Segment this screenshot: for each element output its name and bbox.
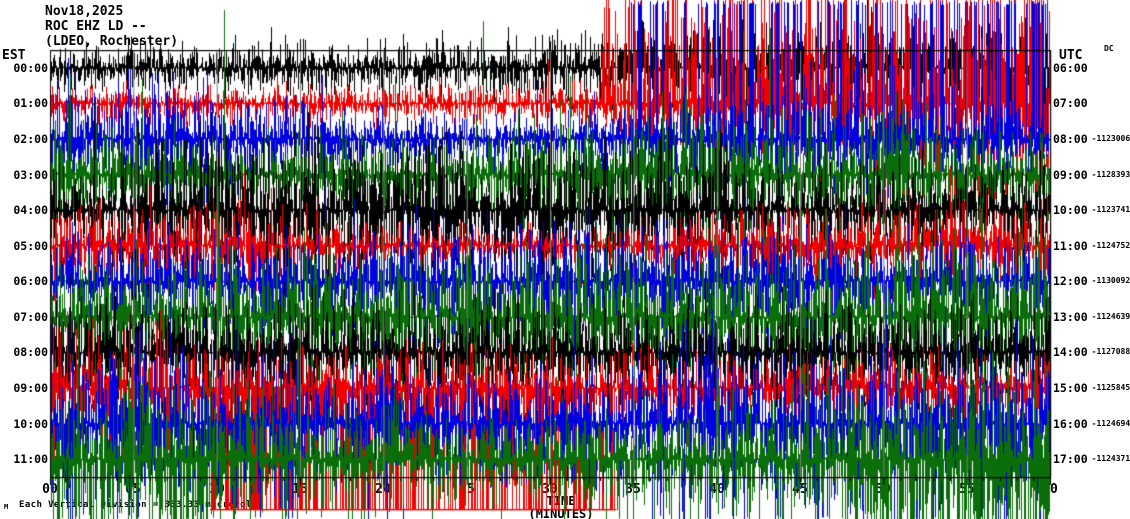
seismogram-canvas: [0, 0, 1130, 519]
webicorder-screen: TIME (MINUTES) M Each Vertical Division …: [0, 0, 1130, 519]
